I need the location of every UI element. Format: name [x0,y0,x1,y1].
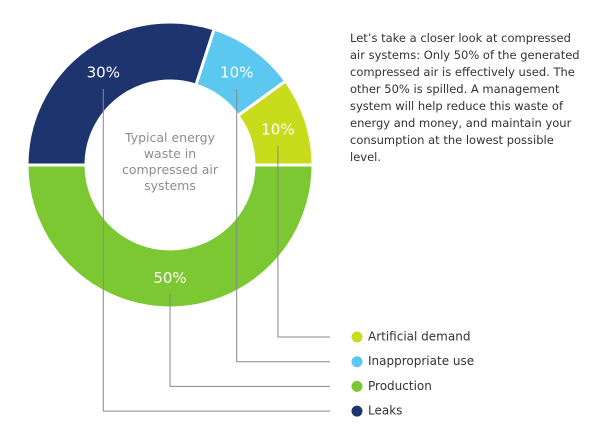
value-label: 10% [220,64,253,82]
legend-swatch [351,405,363,417]
donut-segment [25,163,315,310]
leader-line [102,89,330,412]
leader-line [277,145,330,338]
donut-segment [235,78,315,167]
legend-label: Production [368,379,432,393]
legend-label: Artificial demand [368,330,470,344]
legend-label: Leaks [368,404,402,418]
legend-swatch [351,356,363,368]
value-label: 10% [261,120,294,138]
legend-swatch [351,380,363,392]
description: Let’s take a closer look at compressed a… [350,31,580,164]
leader-line [169,294,330,387]
legend-label: Inappropriate use [368,354,474,368]
value-label: 30% [87,64,120,82]
legend-swatch [351,331,363,343]
value-label: 50% [153,269,186,287]
leader-line [236,89,330,363]
chart-title: Typical energy waste in compressed air s… [121,130,219,193]
